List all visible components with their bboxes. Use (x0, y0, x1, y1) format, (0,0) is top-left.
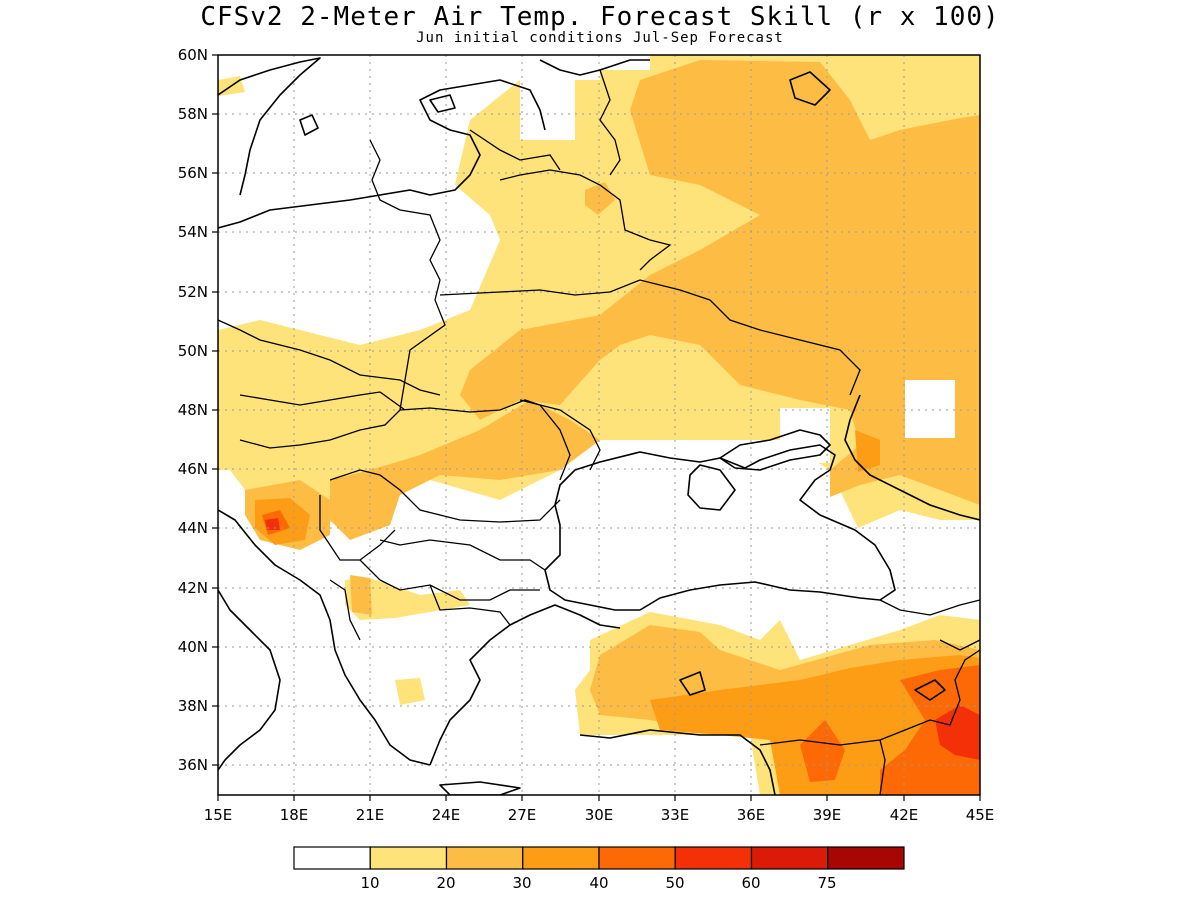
lat-tick-label: 50N (178, 342, 208, 360)
skill-region-20-30 (330, 400, 600, 540)
country-border (599, 69, 621, 176)
lat-tick-label: 60N (178, 46, 208, 64)
country-border (499, 169, 672, 271)
colorbar-label: 75 (817, 874, 836, 892)
lon-tick-label: 15E (204, 806, 233, 824)
lat-tick-label: 56N (178, 164, 208, 182)
colorbar-swatch (293, 846, 371, 870)
country-border (319, 495, 396, 561)
country-border (469, 129, 561, 171)
colorbar-swatch (750, 846, 829, 870)
colorbar-label: 20 (436, 874, 455, 892)
italy-coastline (218, 589, 281, 771)
colorbar-label: 30 (512, 874, 531, 892)
colorbar-swatch (369, 846, 448, 870)
country-border (709, 299, 861, 396)
chart-title: CFSv2 2-Meter Air Temp. Forecast Skill (… (200, 2, 1000, 32)
no-skill-gap (905, 380, 955, 438)
country-border (239, 399, 571, 481)
lon-tick-label: 27E (508, 806, 537, 824)
anatolia-south-coastline (579, 729, 776, 795)
gridlines (218, 55, 980, 795)
country-border (239, 391, 406, 411)
lat-tick-label: 52N (178, 283, 208, 301)
lat-tick-label: 46N (178, 460, 208, 478)
skill-region-40-50 (880, 665, 980, 795)
colorbar-swatch (522, 846, 600, 870)
country-border (369, 139, 446, 411)
lon-tick-label: 45E (966, 806, 995, 824)
colorbar-swatch (445, 846, 524, 870)
lon-tick-label: 39E (813, 806, 842, 824)
gulf-of-finland-coastline (539, 59, 650, 76)
lat-tick-label: 54N (178, 223, 208, 241)
country-border (939, 639, 980, 651)
colorbar-label: 60 (741, 874, 760, 892)
country-border (759, 649, 980, 746)
colorbar-label: 10 (360, 874, 379, 892)
lon-tick-label: 24E (432, 806, 461, 824)
lon-tick-label: 33E (661, 806, 690, 824)
lon-tick-label: 42E (890, 806, 919, 824)
border-layer (218, 69, 980, 795)
crete-island (439, 781, 521, 795)
cyprus-island (679, 671, 706, 696)
country-border (218, 319, 441, 396)
no-skill-gap (780, 408, 830, 463)
country-border (429, 584, 511, 626)
lat-tick-label: 42N (178, 579, 208, 597)
skill-region-20-30 (350, 575, 372, 615)
skill-region-10-20 (345, 578, 470, 620)
lat-axis (212, 54, 218, 766)
country-border (379, 539, 546, 571)
lat-tick-label: 44N (178, 519, 208, 537)
adriatic-coastline (218, 509, 431, 766)
colorbar-swatch (598, 846, 676, 870)
skill-region-50-60 (935, 705, 980, 760)
colorbar-label: 40 (589, 874, 608, 892)
colorbar (293, 846, 905, 870)
lake-van (914, 679, 946, 701)
chart-subtitle: Jun initial conditions Jul-Sep Forecast (416, 30, 784, 46)
colorbar-label: 50 (665, 874, 684, 892)
skill-region-30-40 (855, 430, 880, 472)
gotland-island (299, 114, 319, 136)
country-border (879, 599, 980, 616)
colorbar-swatch (674, 846, 753, 870)
country-border (519, 399, 601, 471)
skill-region-50-60 (265, 518, 280, 530)
lon-tick-label: 18E (280, 806, 309, 824)
country-border (439, 279, 711, 301)
lat-tick-label: 36N (178, 756, 208, 774)
black-sea-coastline (544, 444, 896, 611)
lon-axis (217, 795, 981, 801)
country-border (329, 579, 361, 641)
crimea-coastline (687, 464, 736, 511)
lake-ladoga (789, 71, 831, 106)
skill-region-10-20 (395, 678, 425, 705)
lat-tick-label: 58N (178, 105, 208, 123)
baltic-coastline (218, 79, 546, 229)
country-border (359, 559, 540, 601)
caspian-coastline (844, 394, 980, 521)
lon-tick-label: 36E (737, 806, 766, 824)
lon-tick-label: 21E (356, 806, 385, 824)
skill-region-40-50 (800, 720, 845, 782)
lat-tick-label: 38N (178, 697, 208, 715)
coastline-layer (218, 57, 980, 795)
scandinavia-coastline (218, 57, 321, 196)
saaremaa-island (429, 94, 456, 113)
country-border (879, 739, 886, 795)
lon-tick-label: 30E (585, 806, 614, 824)
sea-of-azov-coastline (719, 429, 831, 471)
colorbar-swatch (827, 846, 905, 870)
country-border (329, 469, 561, 523)
skill-fill-layer (218, 55, 980, 795)
lat-tick-label: 40N (178, 638, 208, 656)
aegean-coastline (429, 604, 621, 766)
lat-tick-label: 48N (178, 401, 208, 419)
